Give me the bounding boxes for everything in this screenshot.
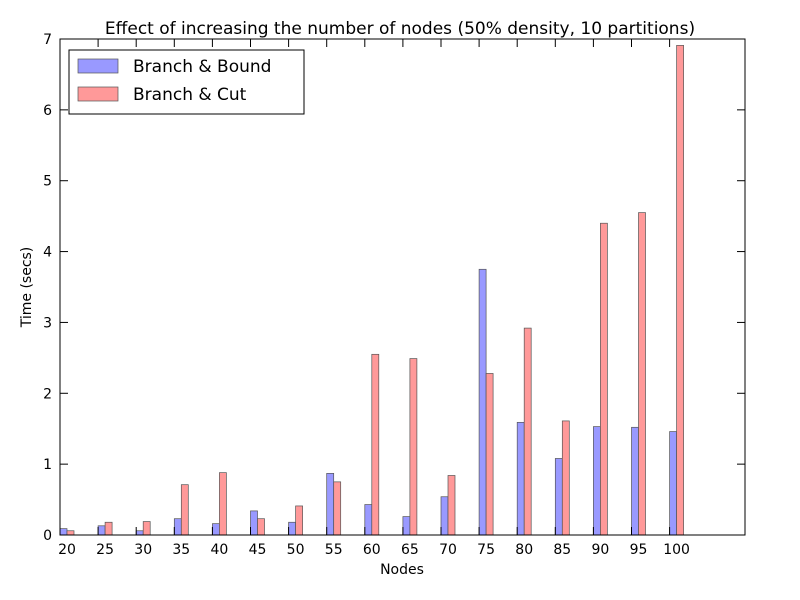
x-tick-label: 95 (630, 542, 648, 558)
x-tick-label: 25 (96, 542, 114, 558)
legend-label: Branch & Cut (133, 85, 247, 105)
bar-branch-bound-80 (516, 421, 525, 536)
bar-branch-cut-75 (485, 373, 494, 536)
x-tick-label: 75 (477, 542, 495, 558)
legend-swatch (77, 58, 119, 74)
y-tick-label: 2 (43, 386, 52, 402)
bar-branch-bound-60 (364, 504, 373, 536)
bar-branch-cut-25 (104, 521, 113, 536)
bar-branch-bound-30 (135, 530, 144, 536)
y-tick-label: 6 (43, 103, 52, 119)
bar-branch-cut-95 (638, 212, 646, 536)
x-tick-label: 20 (58, 542, 76, 558)
x-axis-label: Nodes (380, 562, 424, 578)
y-axis: 0 1 2 3 4 5 6 7 (43, 32, 745, 544)
y-axis-label: Time (secs) (19, 247, 35, 329)
bars-group (59, 45, 684, 536)
bar-branch-cut-100 (676, 45, 684, 536)
bar-branch-bound-85 (554, 458, 563, 536)
y-tick-label: 5 (43, 174, 52, 190)
x-tick-label: 65 (401, 542, 419, 558)
bar-branch-cut-30 (142, 521, 151, 536)
bar-branch-cut-55 (333, 481, 342, 536)
y-tick-label: 1 (43, 457, 52, 473)
bar-branch-bound-55 (326, 473, 335, 536)
bar-branch-cut-60 (371, 353, 380, 536)
x-tick-label: 90 (591, 542, 609, 558)
y-tick-label: 3 (43, 315, 52, 331)
bar-branch-cut-40 (219, 472, 227, 536)
bar-branch-bound-95 (631, 426, 639, 536)
x-tick-label: 50 (287, 542, 305, 558)
x-tick-label: 45 (249, 542, 267, 558)
y-tick-label: 0 (43, 528, 52, 544)
x-tick-label: 100 (663, 542, 690, 558)
bar-branch-cut-70 (447, 475, 456, 536)
bar-branch-cut-20 (66, 530, 75, 536)
bar-branch-cut-65 (409, 358, 418, 536)
bar-branch-cut-90 (600, 222, 608, 536)
chart-title: Effect of increasing the number of nodes… (105, 19, 695, 39)
x-tick-label: 60 (363, 542, 381, 558)
bar-branch-bound-75 (478, 268, 487, 536)
bar-branch-cut-50 (295, 505, 303, 536)
x-tick-label: 40 (210, 542, 228, 558)
bar-branch-bound-50 (288, 521, 296, 536)
legend-swatch (77, 86, 119, 102)
bar-branch-bound-20 (59, 528, 68, 536)
bar-branch-bound-40 (212, 523, 220, 536)
bar-branch-bound-70 (440, 496, 449, 536)
x-tick-label: 85 (553, 542, 571, 558)
bar-branch-cut-45 (257, 518, 265, 536)
legend-label: Branch & Bound (133, 57, 271, 77)
bar-branch-cut-35 (180, 484, 189, 536)
y-tick-label: 4 (43, 245, 52, 261)
bar-branch-bound-90 (593, 426, 601, 536)
x-tick-label: 70 (439, 542, 457, 558)
legend: Branch & Bound Branch & Cut (68, 49, 305, 115)
bar-branch-bound-100 (669, 431, 677, 536)
x-tick-label: 55 (325, 542, 343, 558)
bar-branch-cut-85 (561, 420, 570, 536)
bar-branch-bound-45 (250, 510, 258, 536)
x-tick-label: 35 (172, 542, 190, 558)
y-tick-label: 7 (43, 32, 52, 48)
x-tick-label: 30 (134, 542, 152, 558)
bar-branch-bound-35 (173, 518, 182, 536)
bar-branch-cut-80 (523, 327, 532, 536)
bar-branch-bound-65 (402, 516, 411, 536)
x-tick-label: 80 (515, 542, 533, 558)
x-axis: 20 25 30 35 40 45 50 55 60 65 70 75 80 85 90 95 100 (58, 39, 690, 558)
bar-branch-bound-25 (97, 525, 106, 536)
